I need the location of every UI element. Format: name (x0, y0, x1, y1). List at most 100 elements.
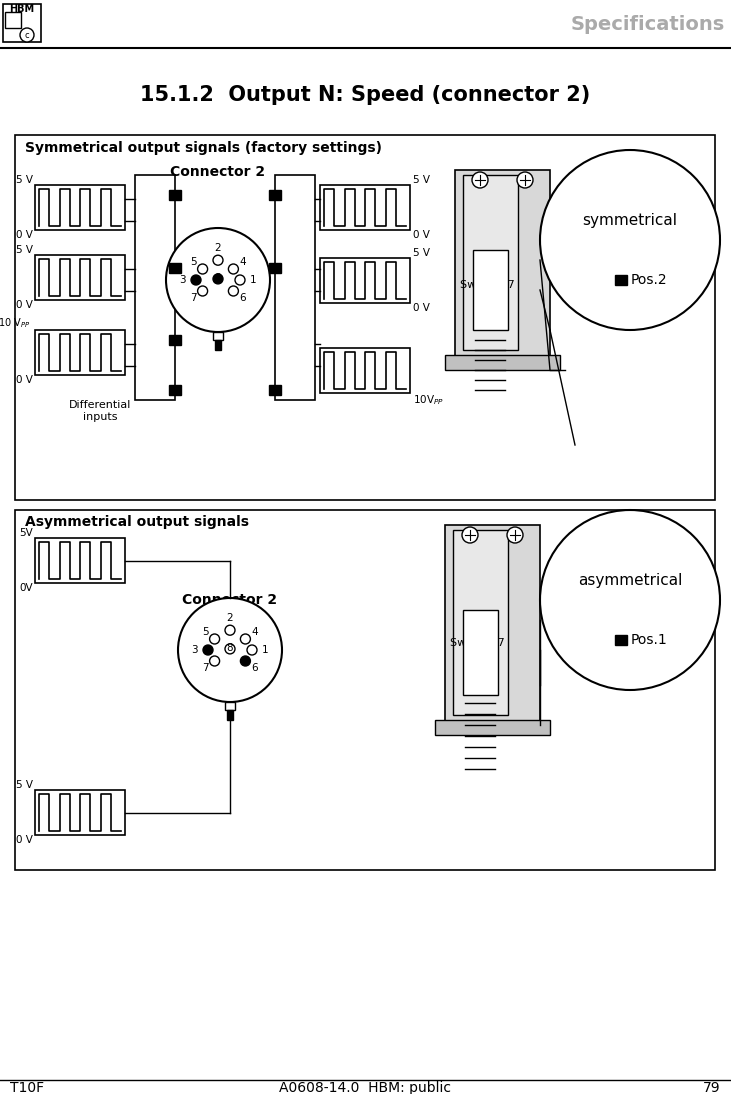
Text: 6: 6 (239, 292, 246, 303)
Circle shape (197, 264, 208, 274)
Bar (35, 255, 125, 300)
Bar (35, 185, 125, 230)
Circle shape (235, 275, 245, 286)
Circle shape (517, 172, 533, 188)
Text: Pos.2: Pos.2 (631, 274, 667, 287)
Text: Connector 2: Connector 2 (183, 593, 278, 607)
Text: 0 V: 0 V (413, 230, 430, 240)
Text: Differential
inputs: Differential inputs (69, 400, 131, 421)
Text: Specifications: Specifications (571, 14, 725, 34)
Circle shape (507, 527, 523, 543)
Text: Connector 2: Connector 2 (170, 165, 265, 179)
Circle shape (225, 644, 235, 654)
Bar (15, 510, 715, 870)
Circle shape (240, 656, 251, 666)
Circle shape (240, 635, 251, 644)
Text: 5 V: 5 V (413, 175, 430, 185)
Text: 1: 1 (262, 645, 268, 655)
Bar (453, 529, 508, 715)
Text: 8: 8 (215, 274, 221, 283)
Text: Pos.1: Pos.1 (631, 633, 667, 647)
Text: asymmetrical: asymmetrical (577, 572, 682, 587)
Bar (455, 170, 550, 360)
Circle shape (213, 274, 223, 284)
Text: Asymmetrical output signals: Asymmetrical output signals (25, 515, 249, 529)
Text: 1: 1 (250, 275, 257, 286)
Text: 0 V: 0 V (16, 835, 33, 845)
Bar (213, 331, 223, 340)
Text: 0 V: 0 V (16, 300, 33, 310)
Circle shape (178, 598, 282, 702)
Bar (15, 135, 715, 500)
Bar (275, 175, 315, 400)
Bar (225, 702, 235, 710)
Bar (615, 635, 627, 645)
Circle shape (203, 645, 213, 655)
Text: 15.1.2  Output N: Speed (connector 2): 15.1.2 Output N: Speed (connector 2) (140, 85, 590, 105)
Bar (169, 190, 181, 200)
Text: Symmetrical output signals (factory settings): Symmetrical output signals (factory sett… (25, 141, 382, 155)
Bar (473, 251, 508, 330)
Text: 5 V: 5 V (16, 175, 33, 185)
Circle shape (213, 255, 223, 265)
Text: 2: 2 (227, 614, 233, 624)
Circle shape (197, 286, 208, 296)
Text: 5 V: 5 V (413, 248, 430, 258)
Bar (169, 263, 181, 274)
Bar (463, 175, 518, 350)
Bar (463, 610, 498, 695)
Circle shape (228, 286, 238, 296)
Circle shape (210, 656, 219, 666)
Circle shape (210, 635, 219, 644)
Bar (135, 175, 175, 400)
Text: 10 V$_{PP}$: 10 V$_{PP}$ (0, 316, 30, 330)
Text: 3: 3 (192, 645, 198, 655)
Bar (35, 538, 125, 583)
Bar (215, 340, 221, 350)
Circle shape (540, 150, 720, 330)
Text: 10V$_{PP}$: 10V$_{PP}$ (413, 393, 444, 407)
Bar (615, 275, 627, 286)
Circle shape (540, 510, 720, 690)
Bar (5, 12, 21, 28)
Bar (3, 4, 41, 42)
Bar (227, 710, 233, 720)
Text: 0 V: 0 V (413, 303, 430, 313)
Circle shape (166, 228, 270, 331)
Text: 2: 2 (215, 243, 221, 254)
Text: 4: 4 (239, 257, 246, 267)
Text: 0 V: 0 V (16, 230, 33, 240)
Bar (35, 790, 125, 835)
Text: symmetrical: symmetrical (583, 212, 678, 228)
Text: 0 V: 0 V (16, 375, 33, 385)
Circle shape (20, 28, 34, 42)
Circle shape (462, 527, 478, 543)
Bar (269, 263, 281, 274)
Circle shape (191, 275, 201, 286)
Bar (169, 335, 181, 345)
Text: 6: 6 (251, 663, 258, 673)
Bar (320, 185, 410, 230)
Text: 79: 79 (702, 1081, 720, 1094)
Text: 5: 5 (202, 627, 208, 638)
Bar (169, 385, 181, 395)
Text: A0608-14.0  HBM: public: A0608-14.0 HBM: public (279, 1081, 451, 1094)
Circle shape (472, 172, 488, 188)
Text: Switch S7: Switch S7 (460, 280, 515, 290)
Bar (35, 330, 125, 375)
Bar (435, 720, 550, 735)
Text: 5: 5 (190, 257, 197, 267)
Text: 3: 3 (180, 275, 186, 286)
Bar (320, 258, 410, 303)
Text: 5 V: 5 V (16, 245, 33, 255)
Text: 4: 4 (251, 627, 258, 638)
Text: c: c (25, 31, 29, 39)
Text: 7: 7 (202, 663, 208, 673)
Text: 5V: 5V (19, 528, 33, 538)
Circle shape (225, 625, 235, 636)
Bar (445, 525, 540, 725)
Circle shape (228, 264, 238, 274)
Bar (269, 190, 281, 200)
Text: T10F: T10F (10, 1081, 44, 1094)
Text: HBM: HBM (10, 4, 34, 14)
